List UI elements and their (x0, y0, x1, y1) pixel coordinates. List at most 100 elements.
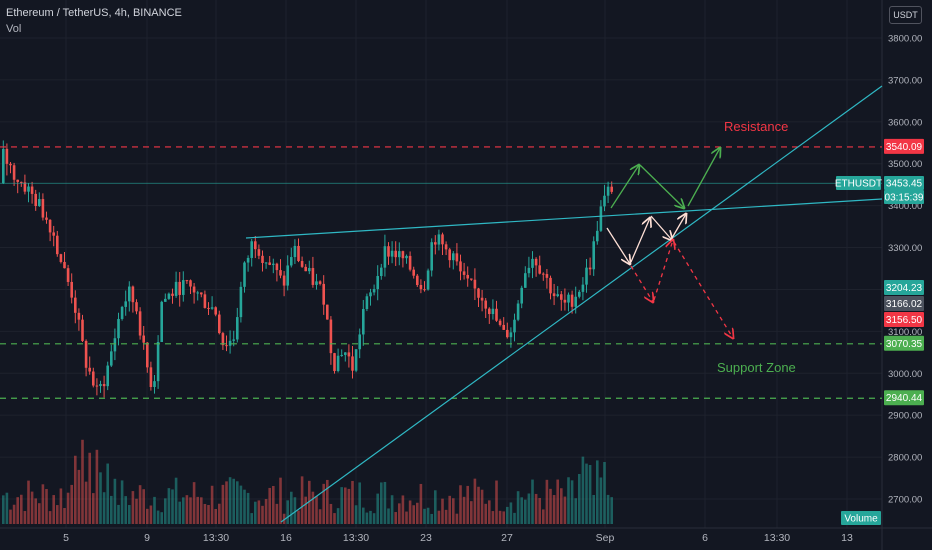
candle-body (430, 242, 433, 271)
volume-bar (603, 462, 606, 524)
resistance-price-tag-bg (884, 138, 924, 154)
candle-body (156, 342, 160, 382)
volume-bar (387, 508, 390, 524)
candle-body (380, 267, 383, 277)
volume-bar (232, 478, 235, 524)
volume-bar (160, 512, 163, 524)
candle-body (606, 186, 610, 196)
volume-bar (372, 513, 376, 524)
candle-body (272, 263, 275, 265)
volume-bar (95, 449, 99, 524)
volume-bar (20, 494, 23, 524)
volume-bar (542, 509, 545, 524)
candle-body (495, 308, 498, 321)
volume-bar (578, 474, 581, 524)
candle-body (362, 309, 365, 335)
candle-body (498, 320, 502, 325)
candle-body (268, 262, 271, 265)
projection-arrow-up-1[interactable] (610, 165, 639, 209)
upper-trendline[interactable] (245, 198, 883, 239)
volume-bar (275, 503, 279, 524)
resistance-label: Resistance (724, 119, 788, 134)
candle-body (236, 317, 239, 340)
volume-bar (30, 491, 34, 524)
volume-bar (218, 503, 221, 524)
candle-body (552, 293, 556, 297)
projection-arrow-white-3[interactable] (650, 215, 672, 240)
candle-body (2, 148, 5, 184)
volume-bar (124, 496, 127, 524)
volume-bar (596, 460, 599, 524)
volume-bar (207, 505, 210, 524)
volume-bar (563, 496, 567, 524)
volume-bar (351, 480, 354, 524)
volume-bar (261, 505, 264, 524)
bearish-arrow-3[interactable] (673, 241, 733, 338)
candle-body (376, 276, 379, 290)
candle-body (110, 351, 113, 366)
volume-bar (326, 479, 329, 524)
candle-body (41, 199, 45, 218)
volume-bar (423, 508, 426, 524)
candle-body (189, 280, 192, 287)
volume-bar (178, 501, 181, 524)
volume-bar (448, 495, 451, 524)
candle-body (441, 234, 444, 245)
projection-arrow-down-1[interactable] (639, 164, 684, 208)
candle-body (387, 246, 390, 257)
y-tick-label: 2700.00 (888, 495, 922, 506)
volume-tag-bg (841, 511, 881, 525)
candle-body (149, 367, 153, 387)
projection-arrow-white-1[interactable] (606, 227, 630, 264)
candle-body (480, 297, 484, 301)
ascending-trendline[interactable] (280, 85, 883, 523)
volume-bar (102, 492, 106, 524)
volume-bar (552, 495, 556, 524)
candle-body (279, 270, 282, 276)
support-zone-label: Support Zone (717, 360, 796, 375)
volume-bar (113, 478, 117, 524)
volume-bar (203, 503, 207, 524)
volume-bar (588, 464, 592, 524)
volume-bar (99, 472, 102, 524)
x-tick-label: 13:30 (764, 532, 790, 544)
projection-arrow-up-2[interactable] (687, 148, 720, 207)
volume-bar (430, 513, 433, 524)
candle-body (466, 274, 469, 279)
currency-badge[interactable]: USDT (889, 6, 922, 24)
volume-bar (225, 481, 228, 524)
projection-arrow-white-4[interactable] (671, 214, 686, 239)
price-tag-high-bg (884, 280, 924, 295)
volume-bar (304, 496, 307, 524)
volume-bar (333, 513, 336, 524)
candle-body (192, 286, 196, 293)
candle-body (178, 281, 181, 295)
volume-bar (2, 495, 5, 524)
volume-bar (138, 485, 142, 524)
candle-body (340, 354, 343, 356)
volume-bar (434, 490, 437, 524)
candle-body (106, 365, 109, 387)
y-tick-label: 3100.00 (888, 327, 922, 338)
volume-bar (437, 510, 441, 524)
y-tick-label: 3800.00 (888, 34, 922, 45)
bearish-arrow-2[interactable] (653, 240, 673, 301)
bearish-arrow-1[interactable] (630, 265, 653, 302)
y-tick-label: 3000.00 (888, 369, 922, 380)
volume-bar (419, 483, 423, 524)
volume-bar (63, 507, 66, 524)
candle-body (174, 281, 178, 296)
candle-body (358, 334, 361, 350)
volume-bar (599, 477, 603, 524)
candle-body (563, 299, 567, 303)
volume-bar (88, 452, 91, 524)
projection-arrow-white-2[interactable] (630, 218, 650, 263)
volume-bar (106, 463, 109, 524)
candle-body (246, 257, 250, 263)
candle-body (513, 319, 516, 333)
volume-bar (408, 500, 412, 524)
support-lower-tag-bg (884, 390, 924, 406)
candle-body (336, 355, 340, 372)
